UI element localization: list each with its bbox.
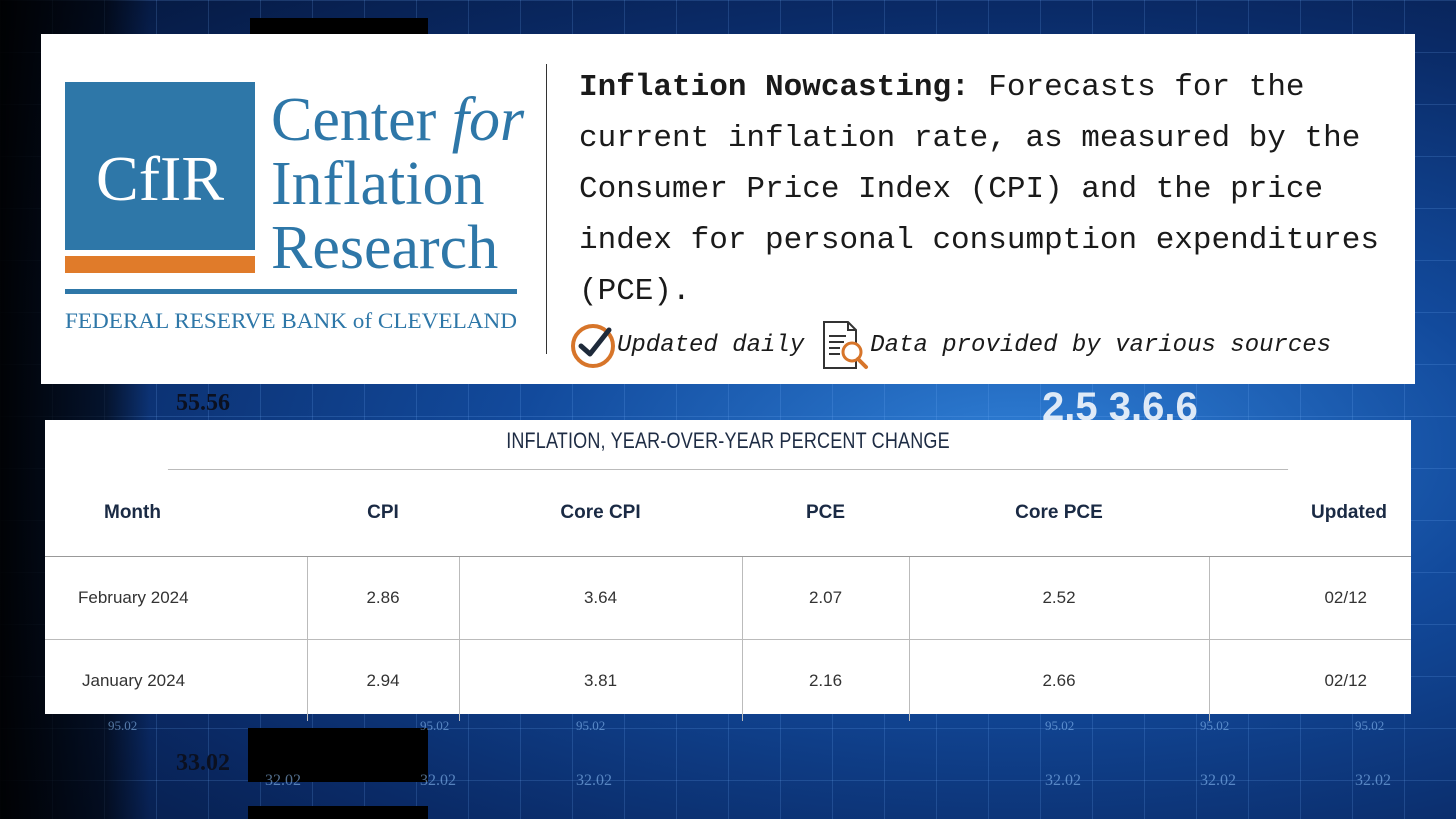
table-title: INFLATION, YEAR-OVER-YEAR PERCENT CHANGE: [167, 420, 1289, 470]
document-search-icon: [823, 321, 869, 369]
logo-name-italic: for: [452, 86, 525, 154]
logo-name-line3: Research: [271, 214, 498, 282]
cell-month: January 2024: [45, 639, 307, 721]
sources-label: Data provided by various sources: [870, 331, 1332, 359]
background-number: 95.02: [420, 718, 450, 733]
background-number: 32.02: [265, 772, 301, 789]
background-block: [248, 728, 428, 782]
background-block: [248, 806, 428, 819]
inflation-table: Month CPI Core CPI PCE Core PCE Updated …: [45, 470, 1411, 721]
cfir-logo: CfIR Center for Inflation Research FEDER…: [65, 82, 525, 333]
background-number: 95.02: [576, 718, 606, 733]
background-number: 32.02: [1200, 772, 1236, 789]
background-number: 95.02: [1045, 718, 1075, 733]
table-row: January 2024 2.94 3.81 2.16 2.66 02/12: [45, 639, 1411, 721]
logo-monogram: CfIR: [96, 143, 224, 214]
background-number: 32.02: [576, 772, 612, 789]
background-number: 95.02: [1355, 718, 1385, 733]
updated-info: Updated daily: [569, 320, 804, 370]
description-text: Forecasts for the current inflation rate…: [579, 70, 1379, 309]
table-row: February 2024 2.86 3.64 2.07 2.52 02/12: [45, 556, 1411, 640]
updated-label: Updated daily: [617, 331, 805, 359]
cell-pce: 2.07: [741, 556, 909, 640]
column-header-pce: PCE: [742, 470, 909, 557]
cell-month: February 2024: [45, 556, 307, 640]
logo-name-line2: Inflation: [271, 150, 485, 218]
description-lead: Inflation Nowcasting:: [579, 70, 970, 105]
background-number: 95.02: [1200, 718, 1230, 733]
cell-updated: 02/12: [1208, 556, 1411, 640]
sources-info: Data provided by various sources: [818, 318, 1331, 372]
column-header-core-cpi: Core CPI: [459, 470, 742, 557]
background-number: 32.02: [1045, 772, 1081, 789]
cell-cpi: 2.86: [306, 556, 459, 640]
logo-name-line1: Center: [271, 86, 437, 154]
cell-core-pce: 2.52: [908, 556, 1209, 640]
column-header-core-pce: Core PCE: [909, 470, 1209, 557]
cell-core-cpi: 3.81: [458, 639, 742, 721]
info-panel: CfIR Center for Inflation Research FEDER…: [41, 34, 1415, 384]
background-number: 33.02: [176, 750, 230, 776]
vertical-divider: [546, 64, 547, 354]
svg-text:Center for: Center for: [271, 86, 525, 154]
table-header-row: Month CPI Core CPI PCE Core PCE Updated: [45, 470, 1411, 557]
inflation-table-panel: INFLATION, YEAR-OVER-YEAR PERCENT CHANGE…: [45, 420, 1411, 721]
logo-subtitle: FEDERAL RESERVE BANK of CLEVELAND: [65, 308, 517, 333]
cell-updated: 02/12: [1208, 639, 1411, 721]
background-number: 32.02: [1355, 772, 1391, 789]
background-number: 55.56: [176, 390, 230, 416]
background-number: 32.02: [420, 772, 456, 789]
background-number: 95.02: [108, 718, 138, 733]
meta-row: Updated daily Data provided by various s…: [569, 317, 1331, 373]
clock-check-icon: [571, 324, 615, 368]
cell-core-cpi: 3.64: [458, 556, 742, 640]
description: Inflation Nowcasting: Forecasts for the …: [579, 62, 1399, 317]
background-block: [250, 18, 428, 38]
column-header-cpi: CPI: [307, 470, 459, 557]
cell-core-pce: 2.66: [908, 639, 1209, 721]
cell-pce: 2.16: [741, 639, 909, 721]
column-header-updated: Updated: [1209, 470, 1411, 557]
column-header-month: Month: [45, 470, 307, 557]
cell-cpi: 2.94: [306, 639, 459, 721]
